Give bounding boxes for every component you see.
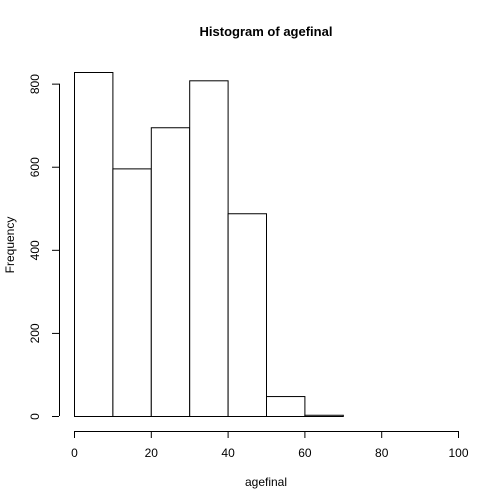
histogram-bar bbox=[150, 127, 191, 417]
y-tick-label: 400 bbox=[28, 240, 42, 260]
histogram-bar bbox=[304, 414, 344, 418]
x-tick-label: 40 bbox=[221, 446, 235, 460]
bars-group bbox=[74, 72, 344, 418]
x-tick-label: 60 bbox=[298, 446, 312, 460]
x-axis: 0 20 40 60 80 100 bbox=[71, 431, 469, 460]
y-tick-label: 0 bbox=[28, 413, 42, 420]
y-axis: 0 200 400 600 800 bbox=[28, 74, 60, 420]
y-axis-label: Frequency bbox=[3, 217, 17, 274]
histogram-bar bbox=[266, 396, 306, 418]
y-tick-label: 800 bbox=[28, 74, 42, 94]
histogram-bar bbox=[112, 168, 152, 417]
histogram-bar bbox=[227, 213, 268, 417]
y-tick-label: 200 bbox=[28, 323, 42, 343]
x-tick-label: 100 bbox=[448, 446, 468, 460]
x-tick-label: 80 bbox=[375, 446, 389, 460]
x-axis-label: agefinal bbox=[245, 475, 287, 489]
y-tick-label: 600 bbox=[28, 157, 42, 177]
histogram-bar bbox=[74, 72, 114, 417]
chart-title: Histogram of agefinal bbox=[200, 24, 333, 39]
histogram-bar bbox=[189, 80, 229, 418]
x-tick-label: 20 bbox=[145, 446, 159, 460]
x-tick-label: 0 bbox=[71, 446, 78, 460]
